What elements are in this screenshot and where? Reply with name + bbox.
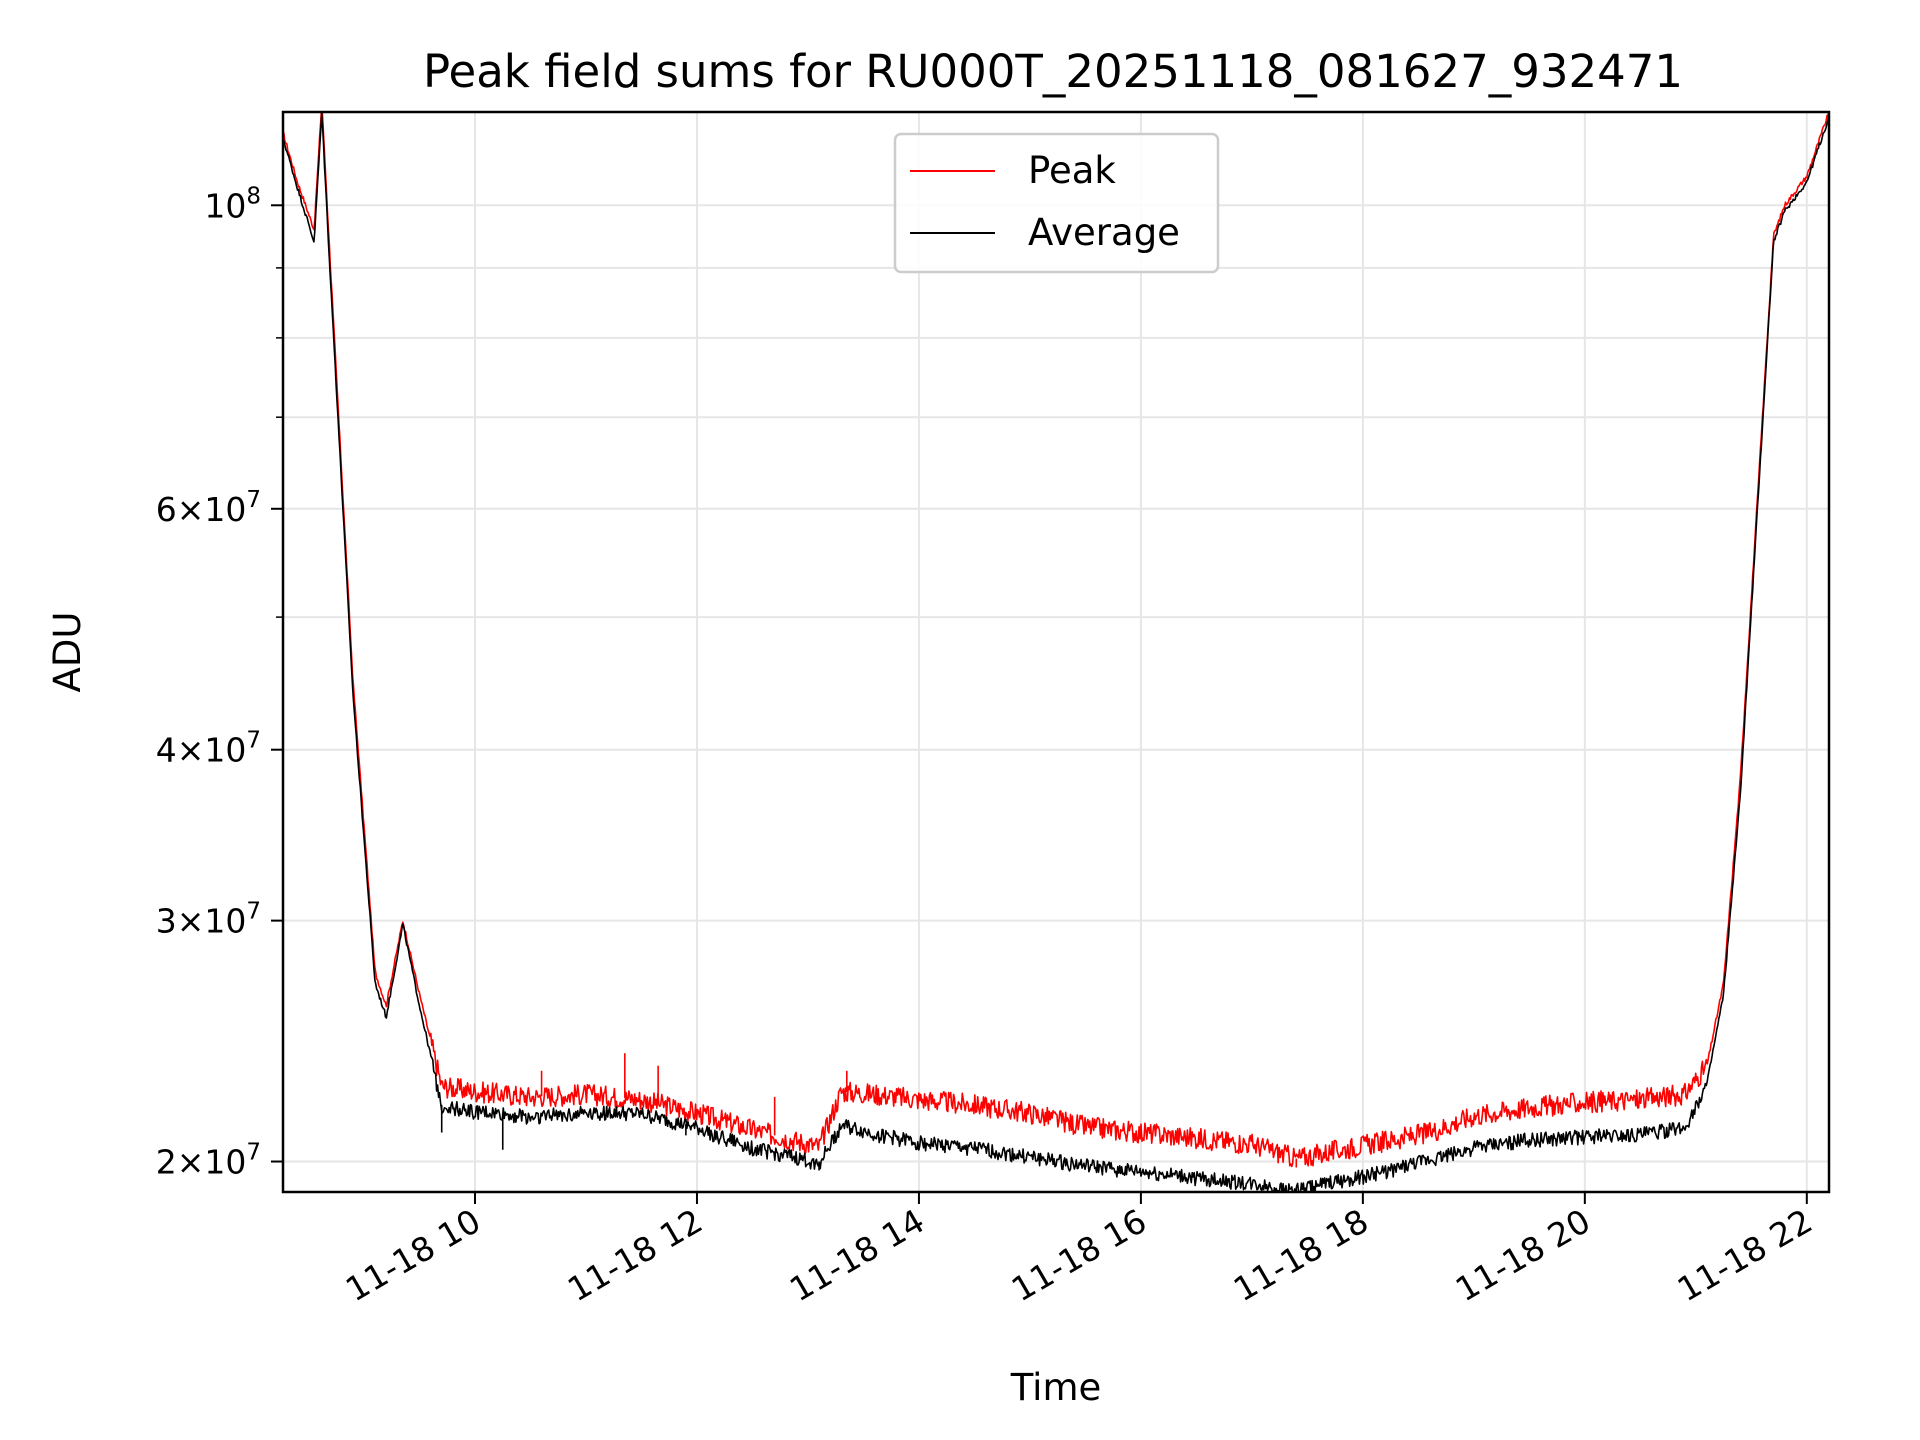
grid-lines <box>283 112 1829 1192</box>
y-tick-label: 2×107 <box>156 1140 261 1182</box>
x-tick-label: 11-18 16 <box>1005 1201 1153 1309</box>
legend: Peak Average <box>893 132 1220 274</box>
x-tick-label: 11-18 18 <box>1227 1201 1375 1309</box>
chart-title: Peak field sums for RU000T_20251118_0816… <box>423 45 1683 98</box>
series-line-peak <box>283 112 1829 1168</box>
legend-box <box>893 132 1220 274</box>
y-tick-label: 108 <box>204 183 261 225</box>
x-tick-label: 11-18 12 <box>561 1201 709 1309</box>
series-line-average <box>283 112 1829 1192</box>
legend-label-peak: Peak <box>1028 149 1116 192</box>
x-axis-label: Time <box>1010 1366 1102 1409</box>
legend-label-average: Average <box>1028 211 1180 254</box>
y-tick-label: 3×107 <box>156 899 261 941</box>
x-tick-label: 11-18 22 <box>1671 1201 1819 1309</box>
x-tick-label: 11-18 10 <box>339 1201 487 1309</box>
plot-frame <box>281 110 1831 1194</box>
y-tick-label: 6×107 <box>156 487 261 529</box>
series-layer <box>283 112 1829 1192</box>
x-tick-label: 11-18 14 <box>783 1201 931 1309</box>
x-axis: 11-18 10 11-18 12 11-18 14 11-18 16 11-18 18… <box>339 1192 1819 1309</box>
y-axis-label: ADU <box>46 612 89 693</box>
x-tick-label: 11-18 20 <box>1449 1201 1597 1309</box>
y-axis: 2×107 3×107 4×107 6×107 108 <box>156 183 283 1182</box>
y-tick-label: 4×107 <box>156 728 261 770</box>
